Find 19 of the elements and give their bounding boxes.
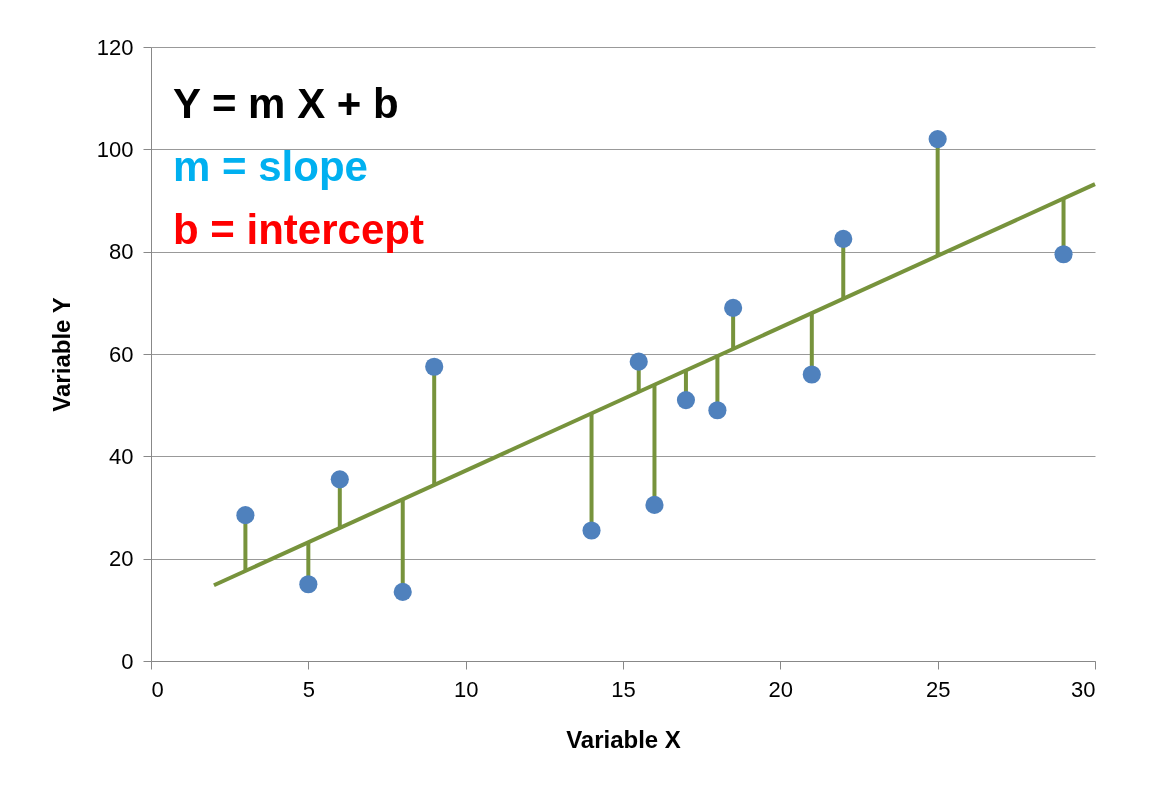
y-tick-label: 20 bbox=[109, 546, 134, 572]
annotation: Y = m X + b bbox=[173, 80, 399, 127]
y-tick-label: 60 bbox=[109, 341, 134, 367]
annotation: m = slope bbox=[173, 143, 368, 190]
x-tick-label: 10 bbox=[453, 676, 479, 702]
x-tick-label: 20 bbox=[768, 676, 794, 702]
y-tick-label: 120 bbox=[96, 34, 134, 60]
x-tick-label: 5 bbox=[302, 676, 315, 702]
x-axis-title: Variable X bbox=[566, 725, 681, 753]
x-tick-label: 15 bbox=[611, 676, 636, 702]
y-tick-label: 80 bbox=[109, 239, 134, 265]
y-tick-label: 100 bbox=[96, 136, 134, 162]
x-tick-label: 0 bbox=[151, 676, 164, 702]
y-axis-title: Variable Y bbox=[47, 297, 75, 412]
x-tick-label: 30 bbox=[1071, 676, 1096, 702]
y-tick-label: 40 bbox=[109, 443, 134, 469]
y-tick-label: 0 bbox=[121, 648, 134, 674]
annotation: b = intercept bbox=[173, 206, 424, 253]
x-tick-label: 25 bbox=[925, 676, 951, 702]
